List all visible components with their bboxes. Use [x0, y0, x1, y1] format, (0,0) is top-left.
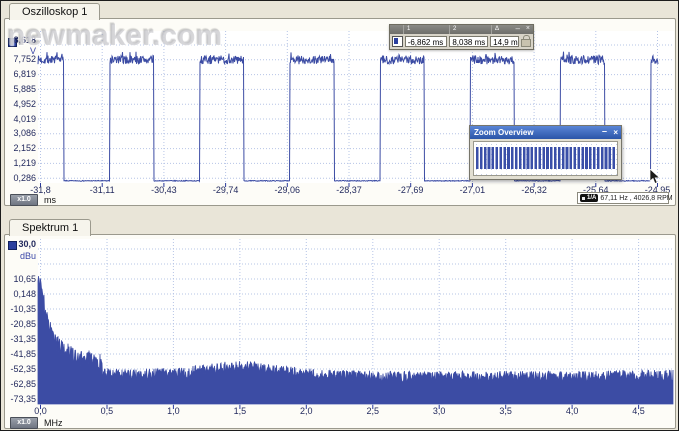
- tab-label: Spektrum 1: [22, 222, 78, 234]
- zoom-overview-plot[interactable]: [473, 141, 618, 176]
- channel-badge-icon: [582, 197, 585, 200]
- spectrum-body: 30,0 dBu 10,650,148-10,35-20,85-31,35-41…: [4, 234, 676, 429]
- y-axis-max-label: 8,618: [5, 35, 36, 45]
- trigger-readout: 67,11 Hz , 4026,8 RPM: [600, 195, 672, 202]
- cursor-measurement-toolbar: 1 2 Δ – × -6,862 ms 8,038 ms 14,9 ms: [389, 24, 534, 50]
- x-scale-button[interactable]: x1.0: [10, 194, 38, 206]
- x-axis-unit: ms: [44, 195, 56, 205]
- tab-spektrum[interactable]: Spektrum 1: [9, 219, 91, 236]
- minimize-icon[interactable]: –: [516, 24, 520, 33]
- overview-waveform: [476, 147, 615, 169]
- delta-column-header: Δ: [491, 25, 499, 34]
- x-axis-unit: MHz: [44, 418, 63, 428]
- y-axis-max-label: 30,0: [5, 239, 36, 249]
- cursor1-value-field[interactable]: -6,862 ms: [405, 36, 448, 47]
- cursor-enable-checkbox[interactable]: [392, 36, 403, 47]
- spectrum-plot[interactable]: [5, 235, 675, 428]
- cursor-toolbar-header: 1 2 Δ – ×: [390, 25, 533, 34]
- cursor2-value-field[interactable]: 8,038 ms: [449, 36, 488, 47]
- y-axis-unit: V: [5, 46, 36, 56]
- minimize-icon[interactable]: –: [602, 125, 607, 138]
- trigger-status-field: 1/A 67,11 Hz , 4026,8 RPM: [577, 192, 669, 204]
- x-scale-button[interactable]: x1.0: [10, 417, 38, 429]
- app-window: newmaker.com Oszilloskop 1 8,618 V 7,752…: [0, 0, 679, 431]
- close-icon[interactable]: ×: [526, 25, 530, 32]
- oscilloscope-panel: Oszilloskop 1 8,618 V 7,7526,8195,8854,9…: [4, 3, 676, 206]
- cursor-toolbar-body: -6,862 ms 8,038 ms 14,9 ms: [390, 34, 533, 48]
- spectrum-panel: Spektrum 1 30,0 dBu 10,650,148-10,35-20,…: [4, 219, 676, 429]
- cursor-delta-field[interactable]: 14,9 ms: [490, 36, 519, 47]
- cursor1-column-header: 1: [403, 25, 410, 34]
- cursor2-column-header: 2: [449, 25, 456, 34]
- channel-badge: 1/A: [580, 194, 598, 202]
- y-axis-unit: dBu: [5, 251, 36, 261]
- tab-oszilloskop[interactable]: Oszilloskop 1: [9, 3, 100, 20]
- zoom-overview-title: Zoom Overview: [474, 128, 534, 137]
- zoom-overview-window: Zoom Overview – ×: [469, 125, 622, 180]
- zoom-overview-titlebar[interactable]: Zoom Overview – ×: [470, 126, 621, 139]
- tab-label: Oszilloskop 1: [22, 6, 87, 18]
- lock-icon[interactable]: [521, 35, 531, 47]
- close-icon[interactable]: ×: [613, 126, 618, 139]
- checkbox-mark: [394, 38, 398, 44]
